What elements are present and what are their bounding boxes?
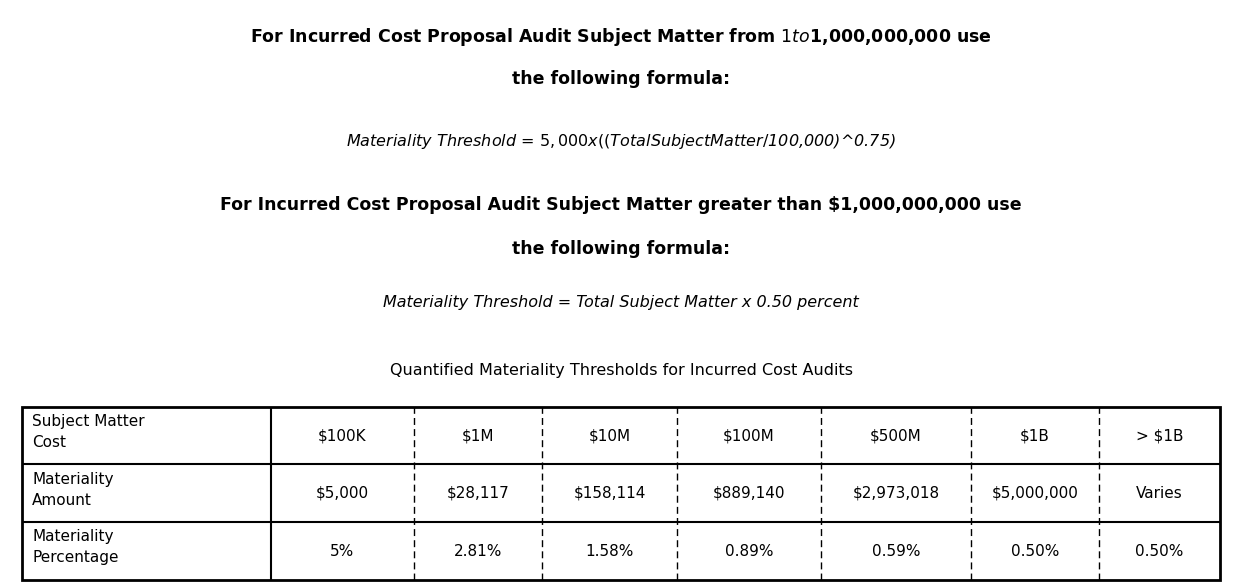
Text: Materiality Threshold = Total Subject Matter x 0.50 percent: Materiality Threshold = Total Subject Ma…: [383, 295, 859, 311]
Text: 0.59%: 0.59%: [872, 544, 920, 559]
Text: 1.58%: 1.58%: [585, 544, 633, 559]
Text: Materiality
Amount: Materiality Amount: [32, 472, 114, 508]
Text: $28,117: $28,117: [447, 486, 509, 501]
Text: $158,114: $158,114: [574, 486, 646, 501]
Text: $5,000: $5,000: [315, 486, 369, 501]
Text: $100K: $100K: [318, 428, 366, 443]
Text: 2.81%: 2.81%: [453, 544, 502, 559]
Text: $5,000,000: $5,000,000: [991, 486, 1078, 501]
Text: $889,140: $889,140: [713, 486, 785, 501]
Text: Subject Matter
Cost: Subject Matter Cost: [32, 414, 145, 450]
Text: Materiality Threshold = $5,000 x ((Total Subject Matter / $100,000)^0.75): Materiality Threshold = $5,000 x ((Total…: [347, 132, 895, 150]
Text: 0.50%: 0.50%: [1135, 544, 1184, 559]
Text: Quantified Materiality Thresholds for Incurred Cost Audits: Quantified Materiality Thresholds for In…: [390, 363, 852, 378]
Text: $2,973,018: $2,973,018: [852, 486, 939, 501]
Text: 0.50%: 0.50%: [1011, 544, 1059, 559]
Text: the following formula:: the following formula:: [512, 240, 730, 258]
Text: $1B: $1B: [1020, 428, 1049, 443]
Text: the following formula:: the following formula:: [512, 70, 730, 88]
Text: For Incurred Cost Proposal Audit Subject Matter from $1 to $1,000,000,000 use: For Incurred Cost Proposal Audit Subject…: [250, 26, 992, 49]
Text: $1M: $1M: [462, 428, 494, 443]
Text: Varies: Varies: [1136, 486, 1182, 501]
Text: $500M: $500M: [869, 428, 922, 443]
Text: 5%: 5%: [330, 544, 354, 559]
Text: Materiality
Percentage: Materiality Percentage: [32, 529, 119, 566]
Text: For Incurred Cost Proposal Audit Subject Matter greater than $1,000,000,000 use: For Incurred Cost Proposal Audit Subject…: [220, 196, 1022, 214]
Text: > $1B: > $1B: [1135, 428, 1184, 443]
Text: 0.89%: 0.89%: [725, 544, 774, 559]
Text: $100M: $100M: [723, 428, 775, 443]
Text: $10M: $10M: [589, 428, 631, 443]
